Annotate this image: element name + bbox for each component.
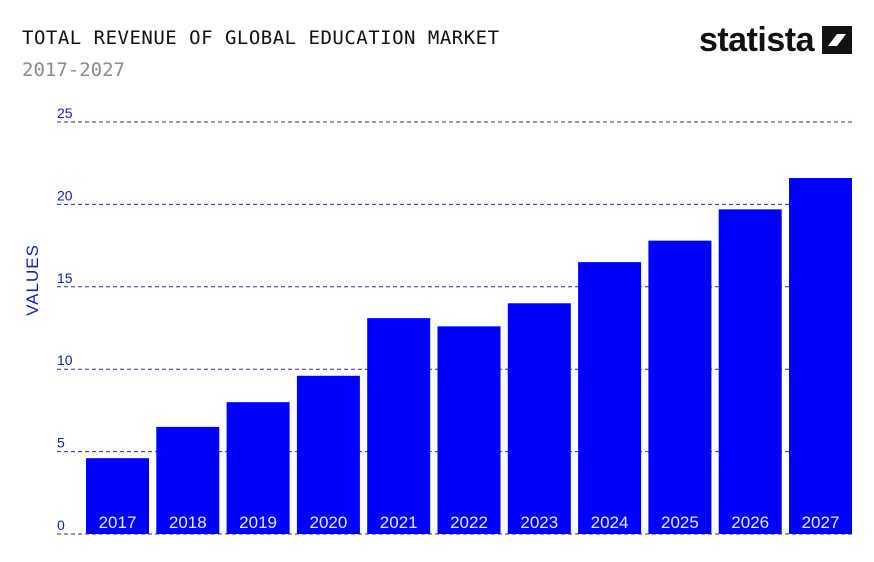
bar-2019: [226, 402, 290, 534]
bar-2023: [507, 303, 571, 534]
statista-logo: statista: [699, 18, 852, 62]
bar-2025: [648, 240, 712, 534]
chart-subtitle: 2017-2027: [22, 59, 125, 81]
statista-logo-icon: [822, 26, 852, 54]
x-tick-label-2024: 2024: [591, 513, 629, 532]
bar-2018: [156, 426, 220, 534]
x-tick-label-2027: 2027: [802, 513, 840, 532]
x-tick-label-2025: 2025: [661, 513, 699, 532]
bar-2024: [578, 262, 642, 534]
y-tick-label-0: 0: [57, 517, 65, 533]
bar-2026: [718, 209, 782, 534]
bar-2022: [437, 326, 501, 534]
x-tick-label-2019: 2019: [239, 513, 277, 532]
x-tick-label-2020: 2020: [309, 513, 347, 532]
x-tick-label-2022: 2022: [450, 513, 488, 532]
label-layer: 2017 2018 2019 2020 2021 2022 2023 2024 2025 2026…: [99, 513, 840, 532]
y-tick-label-15: 15: [57, 270, 73, 286]
x-tick-label-2026: 2026: [731, 513, 769, 532]
x-tick-label-2017: 2017: [99, 513, 137, 532]
bar-2027: [789, 178, 852, 535]
bar-2017: [86, 458, 149, 534]
logo-text: statista: [698, 21, 815, 59]
x-tick-label-2018: 2018: [169, 513, 207, 532]
bar-2020: [296, 375, 360, 534]
y-tick-label-10: 10: [57, 352, 73, 368]
bar-2021: [367, 318, 431, 534]
bar-layer: [86, 178, 852, 535]
x-tick-label-2023: 2023: [520, 513, 558, 532]
chart-title: TOTAL REVENUE OF GLOBAL EDUCATION MARKET: [22, 27, 500, 49]
y-tick-label-5: 5: [57, 435, 65, 451]
x-tick-label-2021: 2021: [380, 513, 418, 532]
y-tick-label-20: 20: [57, 187, 73, 203]
y-tick-label-25: 25: [57, 105, 73, 121]
